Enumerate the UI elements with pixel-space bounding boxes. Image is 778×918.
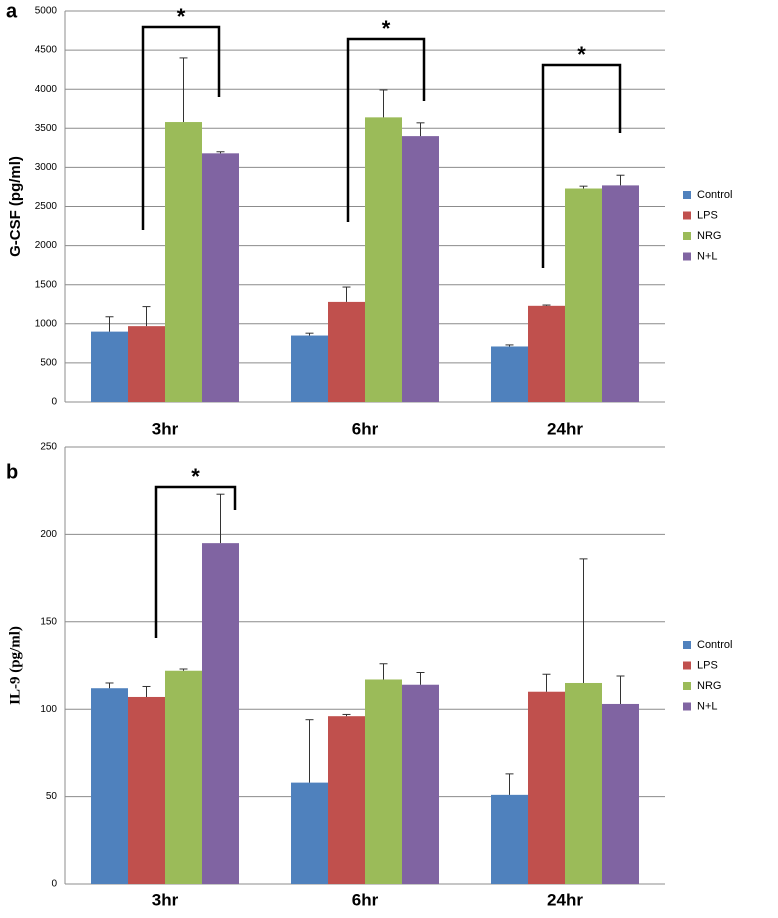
legend-swatch [683,232,691,240]
bar [565,188,602,402]
y-tick-label: 0 [51,879,57,890]
legend-label: LPS [697,209,718,221]
bar [528,691,565,884]
legend-label: Control [697,189,732,201]
y-tick-label: 3000 [35,162,58,173]
y-tick-label: 2500 [35,201,58,212]
bar [291,782,328,884]
legend-swatch [683,641,691,649]
y-tick-label: 0 [51,397,57,408]
significance-star: * [191,464,200,489]
legend-label: NRG [697,680,721,692]
legend-swatch [683,211,691,220]
bar [365,117,402,403]
bar [602,703,639,884]
x-tick-label: 6hr [352,890,379,909]
y-tick-label: 50 [46,791,58,802]
y-axis-label: IL-9 (pg/ml) [7,626,23,705]
x-tick-label: 3hr [152,419,179,438]
legend-label: Control [697,639,732,651]
bar [165,670,202,884]
bar [402,136,439,402]
y-tick-label: 500 [40,358,57,369]
bar [491,794,528,884]
legend-swatch [683,191,691,199]
legend-label: LPS [697,659,718,671]
bar [91,331,128,402]
significance-star: * [577,42,586,67]
bar [602,185,639,402]
bar [165,122,202,402]
bar [528,305,565,402]
legend-label: N+L [697,250,718,262]
y-axis-label: G-CSF (pg/ml) [7,156,24,257]
x-tick-label: 24hr [547,419,583,438]
legend-label: N+L [697,700,718,712]
bar [328,301,365,402]
legend-swatch [683,661,691,670]
significance-bracket [346,37,426,222]
significance-bracket [154,485,237,638]
panel-label: b [6,461,18,483]
bar [291,335,328,402]
y-tick-label: 1500 [35,279,58,290]
y-tick-label: 2000 [35,240,58,251]
significance-star: * [382,16,391,41]
bar [565,682,602,884]
bar [128,696,165,884]
y-tick-label: 3500 [35,123,58,134]
bar [328,716,365,884]
legend-swatch [683,682,691,690]
significance-star: * [177,4,186,29]
y-tick-label: 4000 [35,84,58,95]
bar [202,543,239,884]
y-tick-label: 1000 [35,318,58,329]
panel-label: a [6,0,18,22]
significance-bracket [141,25,221,230]
y-tick-label: 150 [40,616,57,627]
legend-swatch [683,702,691,711]
x-tick-label: 3hr [152,890,179,909]
legend-swatch [683,252,691,261]
bar [91,688,128,884]
x-tick-label: 6hr [352,419,379,438]
bar [128,326,165,402]
legend-label: NRG [697,230,721,242]
y-tick-label: 200 [40,529,57,540]
significance-bracket [541,63,622,268]
bar [202,153,239,402]
bar [365,679,402,884]
bar [402,684,439,884]
x-tick-label: 24hr [547,890,583,909]
y-tick-label: 5000 [35,6,58,17]
y-tick-label: 100 [40,704,57,715]
y-tick-label: 250 [40,442,57,453]
bar [491,346,528,402]
y-tick-label: 4500 [35,45,58,56]
